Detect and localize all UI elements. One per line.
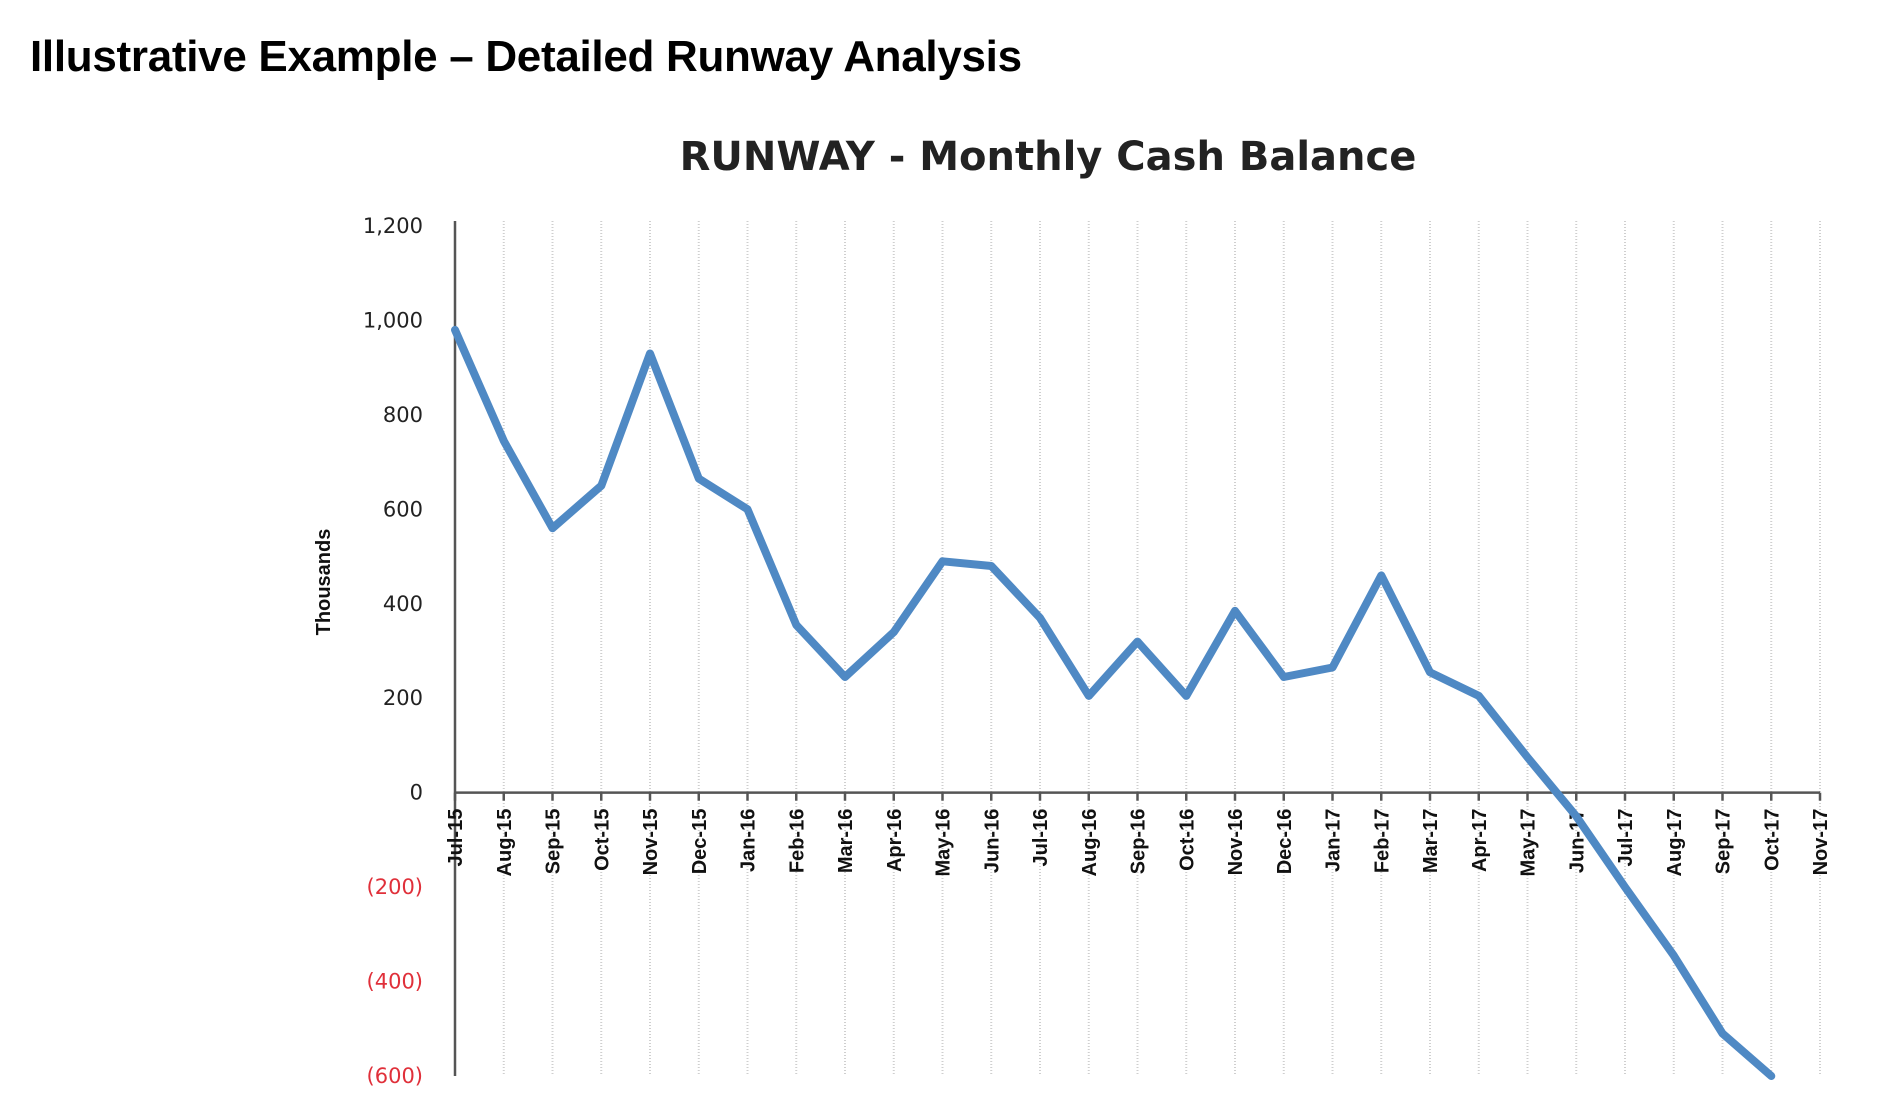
- x-tick-label: Nov-16: [1225, 809, 1247, 876]
- x-tick-label: Mar-17: [1420, 809, 1442, 873]
- chart-title: RUNWAY - Monthly Cash Balance: [680, 134, 1417, 180]
- x-tick-label: Jul-16: [1030, 809, 1052, 867]
- x-tick-label: Oct-16: [1176, 809, 1198, 871]
- y-tick-label: 800: [383, 403, 423, 427]
- x-tick-label: Sep-16: [1128, 809, 1150, 875]
- y-tick-label: 400: [383, 592, 423, 616]
- x-tick-label: Aug-16: [1079, 809, 1101, 877]
- x-tick-label: Aug-15: [494, 809, 516, 877]
- x-tick-label: Nov-17: [1810, 809, 1832, 876]
- x-tick-label: Nov-15: [640, 809, 662, 876]
- x-tick-label: Dec-16: [1274, 809, 1296, 875]
- x-tick-label: Feb-16: [786, 809, 808, 873]
- y-tick-label: (200): [367, 875, 423, 899]
- x-tick-label: Apr-17: [1469, 809, 1491, 872]
- y-tick-label: 1,000: [363, 308, 423, 332]
- x-tick-label: Sep-17: [1713, 809, 1735, 875]
- series-cash-balance: [451, 325, 1776, 1080]
- x-tick-label: Jun-16: [981, 809, 1003, 873]
- x-tick-label: Mar-16: [835, 809, 857, 873]
- y-tick-label: 600: [383, 497, 423, 521]
- page-heading: Illustrative Example – Detailed Runway A…: [30, 32, 1022, 81]
- y-axis-ticks: 1,200 1,000 800 600 400 200 0 (200) (400) (600): [363, 214, 423, 1088]
- x-axis-ticks: Jul-15 Aug-15 Sep-15 Oct-15 Nov-15 Dec-15 Jan-…: [445, 809, 1832, 877]
- x-tick-label: Feb-17: [1371, 809, 1393, 873]
- series-line: [451, 325, 1776, 1080]
- y-tick-label: 0: [410, 781, 423, 805]
- x-tick-label: May-17: [1518, 809, 1540, 877]
- y-tick-label: (600): [367, 1064, 423, 1088]
- x-tick-label: Sep-15: [543, 809, 565, 875]
- y-tick-label: (400): [367, 970, 423, 994]
- y-tick-label: 200: [383, 686, 423, 710]
- x-tick-label: Jan-17: [1323, 809, 1345, 872]
- y-axis-label: Thousands: [313, 529, 335, 636]
- x-tick-label: Dec-15: [689, 809, 711, 875]
- x-tick-label: Jul-15: [445, 809, 467, 867]
- x-tick-label: Oct-17: [1761, 809, 1783, 871]
- x-tick-label: May-16: [933, 809, 955, 877]
- vertical-gridlines: [502, 221, 1821, 1076]
- x-tick-label: Oct-15: [591, 809, 613, 871]
- x-tick-label: Apr-16: [884, 809, 906, 872]
- x-tick-label: Jan-16: [738, 809, 760, 872]
- x-tick-label: Jul-17: [1615, 809, 1637, 867]
- y-tick-label: 1,200: [363, 214, 423, 238]
- axes: [453, 221, 1822, 1076]
- x-tick-label: Aug-17: [1664, 809, 1686, 877]
